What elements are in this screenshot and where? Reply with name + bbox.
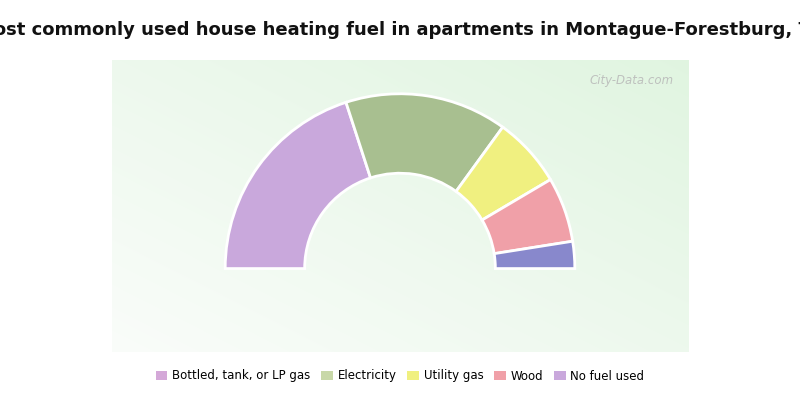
Wedge shape	[225, 102, 370, 268]
Wedge shape	[494, 241, 575, 268]
Wedge shape	[346, 94, 502, 192]
Legend: Bottled, tank, or LP gas, Electricity, Utility gas, Wood, No fuel used: Bottled, tank, or LP gas, Electricity, U…	[151, 365, 649, 387]
Text: Most commonly used house heating fuel in apartments in Montague-Forestburg, TX: Most commonly used house heating fuel in…	[0, 21, 800, 39]
Wedge shape	[456, 127, 550, 220]
Text: City-Data.com: City-Data.com	[590, 74, 674, 87]
Wedge shape	[482, 180, 573, 254]
